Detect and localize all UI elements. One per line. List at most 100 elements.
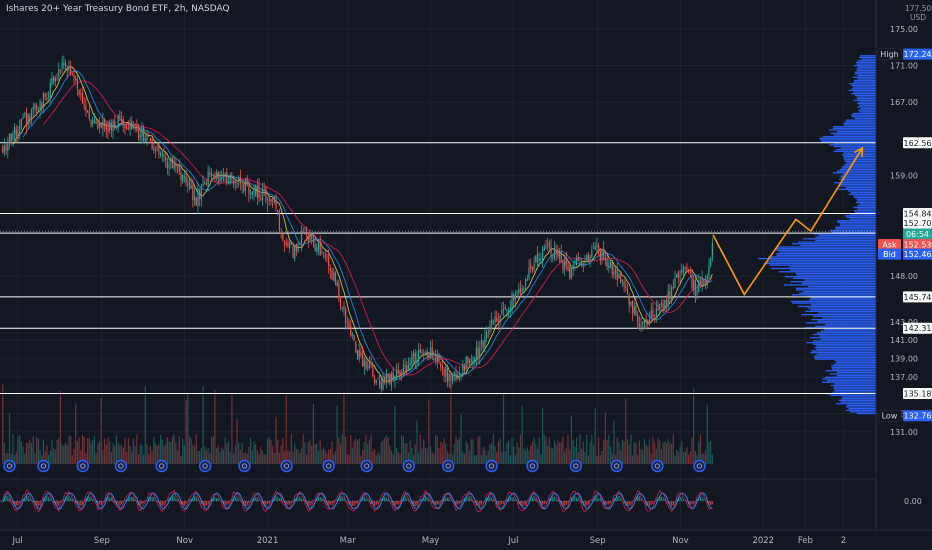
dividend-marker[interactable] [198,459,212,473]
dividend-marker[interactable] [155,459,168,473]
volume-bar [46,445,48,464]
volume-bar [440,441,442,464]
volume-bar [127,437,129,464]
dividend-marker[interactable] [322,459,335,473]
dividend-marker[interactable] [485,459,498,473]
profile-bar [810,297,876,299]
volume-bar [131,451,133,464]
dividend-marker[interactable] [569,459,583,473]
profile-bar [836,220,876,222]
profile-bar [841,398,876,400]
oscillator-bar [132,497,135,501]
volume-bar [19,434,21,464]
dividend-marker[interactable] [526,459,539,473]
dividend-marker[interactable] [37,459,50,473]
oscillator-bar [485,497,488,501]
dividend-marker[interactable] [360,459,373,473]
volume-bar [24,453,26,464]
symbol-title[interactable]: Ishares 20+ Year Treasury Bond ETF, 2h, … [6,4,230,14]
volume-bar [80,449,82,464]
projection-line[interactable] [712,147,864,296]
oscillator-bar [338,497,340,501]
candle-body [475,347,477,358]
volume-bar [548,437,550,464]
volume-bar [511,437,513,464]
volume-bar [88,438,90,464]
profile-bar [838,183,876,186]
candle-body [614,269,617,274]
candle-body [402,367,404,375]
horizontal-levels[interactable] [0,142,876,395]
oscillator-bar [594,495,596,501]
oscillator-bar [256,497,258,501]
candle-body [710,257,712,267]
volume-bar [655,448,657,464]
volume-bar [596,455,598,464]
volume-bar [523,448,525,464]
candle-body [61,62,63,69]
volume-bar [329,449,331,464]
volume-bar [538,437,540,464]
volume-bar [416,420,418,464]
candle-body [126,126,128,130]
volume-bar [406,443,408,464]
candle-body [314,243,316,252]
oscillator-bar [268,501,270,504]
oscillator-bar [440,501,442,503]
currency-indicator[interactable]: 177.50 USD [905,4,931,22]
oscillator-bar [681,497,683,501]
oscillator-bar [197,498,199,501]
dividend-marker[interactable] [693,459,706,473]
dividend-marker[interactable] [280,459,293,473]
dividend-marker[interactable] [610,459,623,473]
volume-bar [248,447,250,464]
candle-body [204,182,206,185]
oscillator-bar [555,499,557,501]
projection-path[interactable] [712,146,864,296]
profile-bar [857,60,876,62]
oscillator-bar [129,496,131,501]
volume-bar [158,444,160,464]
volume-bar [200,447,202,464]
volume-bar [144,386,146,464]
dividend-marker[interactable] [3,459,16,473]
candle-body [699,280,702,284]
dividend-marker-glyph [696,463,703,469]
dividend-marker[interactable] [238,459,251,473]
y-tick-label: 137.00 [890,373,918,382]
candle-body [212,174,214,176]
volume-bar [698,441,700,464]
volume-bar [5,453,7,464]
event-markers[interactable] [3,459,706,473]
oscillator-bar [480,501,483,505]
oscillator-bar [613,498,615,501]
profile-bar [839,178,876,181]
volume-bar [97,443,99,464]
candle-body [124,123,126,129]
candle-body [592,247,595,249]
candle-body [19,126,21,133]
profile-bar [812,340,876,342]
dividend-marker[interactable] [651,459,664,473]
dividend-marker[interactable] [114,459,128,473]
oscillator-bar [492,499,494,501]
price-tag-name-bg [878,239,901,251]
oscillator-bar [689,501,691,505]
volume-bar [120,445,123,464]
volume-bar [676,450,678,464]
profile-bar [815,239,876,242]
candle-body [435,357,437,361]
dividend-marker[interactable] [76,459,90,473]
dividend-marker[interactable] [441,459,455,473]
dividend-marker[interactable] [402,459,415,473]
volume-bar [294,443,296,464]
volume-bar [324,450,326,464]
volume-bar [475,455,477,464]
volume-bar [518,447,520,464]
candle-body [691,274,693,289]
profile-bar [801,313,876,316]
oscillator-bar [328,501,330,506]
candle-body [200,187,202,200]
candle-body [671,287,673,301]
